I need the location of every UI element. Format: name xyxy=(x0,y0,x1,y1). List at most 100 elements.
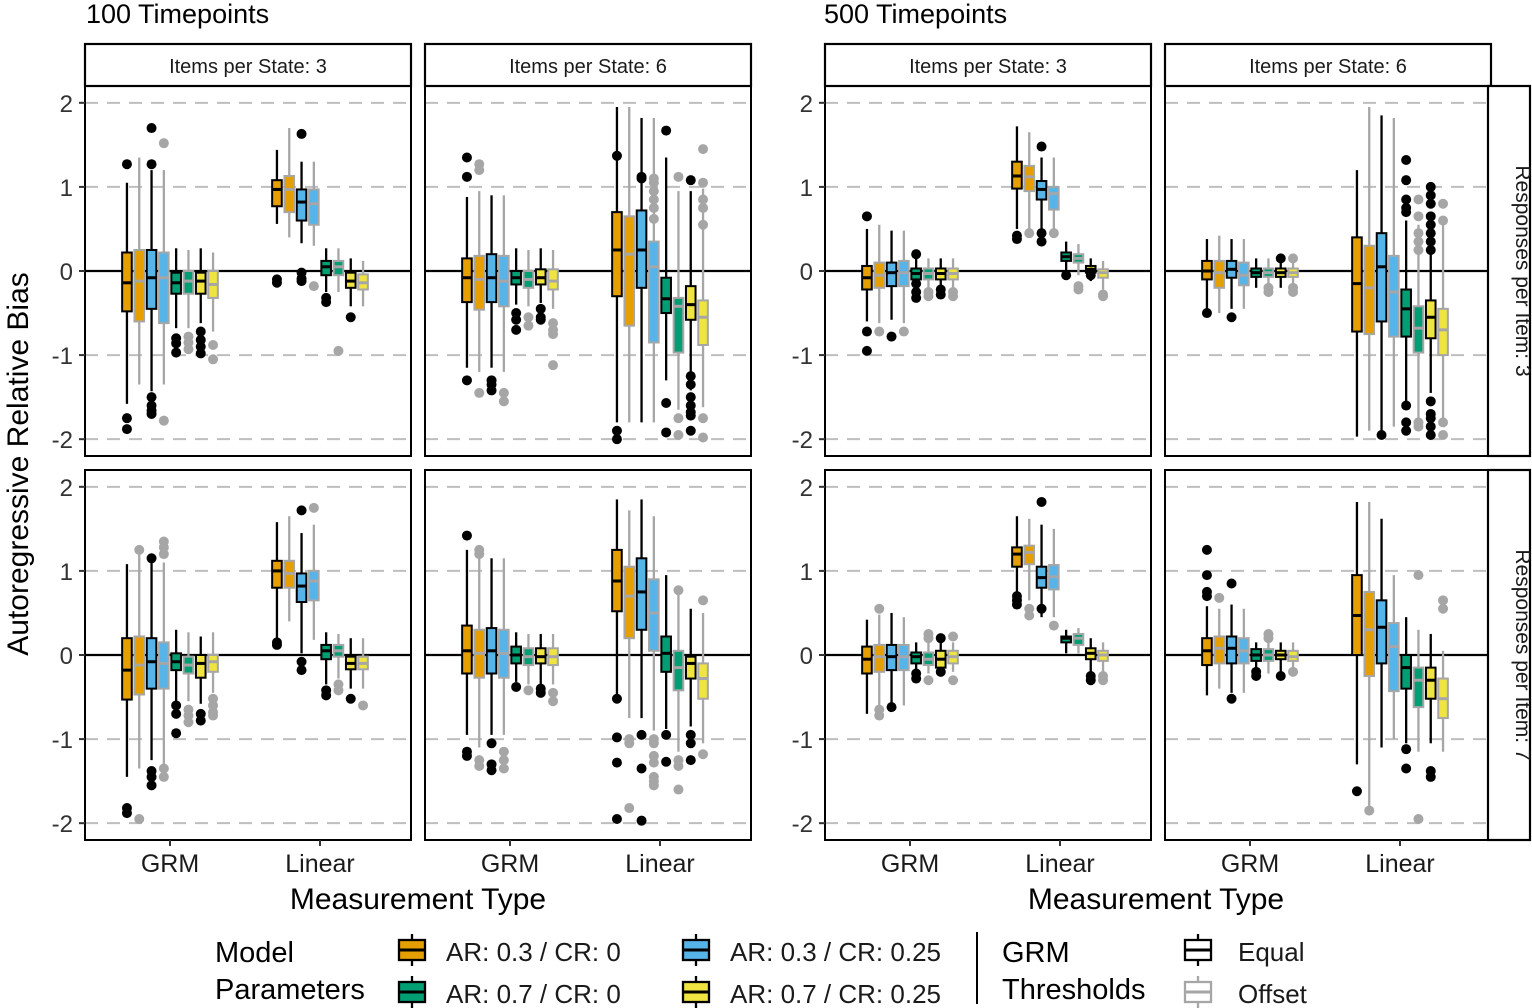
x-axis-label-left: Measurement Type xyxy=(290,883,546,916)
box-linear-ar03_cr0-offset xyxy=(623,107,636,423)
box-grm-ar03_cr025-equal xyxy=(145,123,158,419)
outlier-point xyxy=(146,771,157,782)
box-iqr xyxy=(271,179,283,208)
box-iqr xyxy=(145,248,158,310)
box-grm-ar03_cr025-equal xyxy=(485,558,498,776)
box-iqr xyxy=(1400,288,1412,338)
outlier-point xyxy=(648,738,659,749)
outlier-point xyxy=(685,755,696,766)
outlier-point xyxy=(923,291,934,302)
outlier-point xyxy=(498,396,509,407)
box-linear-ar03_cr025-offset xyxy=(1388,117,1400,427)
outlier-point xyxy=(195,348,206,359)
box-linear-ar07_cr0-offset xyxy=(672,171,685,440)
outlier-point xyxy=(345,693,356,704)
outlier-point xyxy=(611,150,622,161)
outlier-point xyxy=(636,815,647,826)
outlier-point xyxy=(171,347,182,358)
outlier-point xyxy=(134,544,145,555)
box-grm-ar07_cr0-offset xyxy=(182,632,195,728)
box-grm-ar07_cr025-offset xyxy=(947,258,959,302)
box-linear-ar03_cr0-equal xyxy=(611,499,623,824)
box-iqr xyxy=(611,211,623,298)
box-grm-ar07_cr025-equal xyxy=(934,258,947,300)
outlier-point xyxy=(1226,578,1237,589)
box-linear-ar03_cr0-equal xyxy=(1351,170,1363,437)
outlier-point xyxy=(158,138,169,149)
legend-model-title: Parameters xyxy=(215,974,365,1006)
outlier-point xyxy=(685,371,696,382)
row-strip-1: Responses per Item: 7 xyxy=(1486,468,1532,842)
box-grm-ar07_cr0-equal xyxy=(170,629,182,739)
x-tick-label: Linear xyxy=(285,850,355,878)
box-linear-ar07_cr0-equal xyxy=(1400,617,1412,774)
box-linear-ar07_cr0-equal xyxy=(1060,629,1072,654)
outlier-point xyxy=(685,729,696,740)
box-grm-ar03_cr0-equal xyxy=(1201,544,1213,696)
box-iqr xyxy=(1412,666,1425,709)
box-iqr xyxy=(473,254,486,311)
column-strip-label: Items per State: 3 xyxy=(169,56,327,78)
box-grm-ar03_cr0-offset xyxy=(133,544,146,824)
y-tick-label: 2 xyxy=(60,475,73,502)
box-grm-ar07_cr025-offset xyxy=(1287,642,1299,677)
outlier-point xyxy=(685,392,696,403)
outlier-point xyxy=(1438,603,1449,614)
outlier-point xyxy=(208,354,219,365)
outlier-point xyxy=(486,385,497,396)
outlier-point xyxy=(146,392,157,403)
outlier-point xyxy=(698,595,709,606)
box-iqr xyxy=(1424,299,1437,340)
outlier-point xyxy=(648,173,659,184)
outlier-point xyxy=(146,159,157,170)
box-grm-ar07_cr0-equal xyxy=(910,642,922,684)
box-iqr xyxy=(271,559,283,589)
outlier-point xyxy=(1036,603,1047,614)
box-grm-ar03_cr025-equal xyxy=(485,195,498,396)
outlier-point xyxy=(1413,194,1424,205)
box-grm-ar03_cr0-equal xyxy=(461,530,473,761)
box-iqr xyxy=(1437,307,1449,357)
outlier-point xyxy=(474,544,485,555)
x-tick-label: Linear xyxy=(1025,850,1095,878)
outlier-point xyxy=(1275,671,1286,682)
outlier-point xyxy=(611,425,622,436)
outlier-point xyxy=(698,432,709,443)
outlier-point xyxy=(171,728,182,739)
box-linear-ar07_cr0-equal xyxy=(1060,241,1072,281)
outlier-point xyxy=(498,746,509,757)
box-grm-ar07_cr0-offset xyxy=(922,628,935,686)
legend-label-ar07_cr0: AR: 0.7 / CR: 0 xyxy=(446,979,621,1008)
box-iqr xyxy=(1363,244,1376,336)
outlier-point xyxy=(874,710,885,721)
outlier-point xyxy=(1376,429,1387,440)
box-iqr xyxy=(194,654,207,679)
y-tick-label: -1 xyxy=(52,343,73,370)
column-strip-label: Items per State: 6 xyxy=(509,56,667,78)
box-iqr xyxy=(1213,259,1226,289)
outlier-point xyxy=(923,675,934,686)
x-tick-label: Linear xyxy=(1365,850,1435,878)
legend-key-ar07_cr0 xyxy=(397,976,427,1008)
box-grm-ar03_cr0-offset xyxy=(133,157,146,385)
panel-tp1-items0-row1: 2 1 0 -1 -2 GRM Linear xyxy=(792,469,1152,878)
outlier-point xyxy=(636,171,647,182)
box-iqr xyxy=(623,215,636,327)
outlier-point xyxy=(271,277,282,288)
outlier-point xyxy=(1288,287,1299,298)
outlier-point xyxy=(624,803,635,814)
box-grm-ar03_cr025-offset xyxy=(898,617,910,706)
outlier-point xyxy=(1036,141,1047,152)
box-iqr xyxy=(648,240,660,344)
box-iqr xyxy=(672,296,685,354)
box-linear-ar03_cr025-offset xyxy=(308,502,320,640)
panel-tp0-items1-row0: Items per State: 6 xyxy=(423,42,753,457)
outlier-point xyxy=(886,702,897,713)
box-linear-ar07_cr0-offset xyxy=(1412,194,1425,432)
outlier-point xyxy=(1048,228,1059,239)
title-500-timepoints: 500 Timepoints xyxy=(824,0,1007,29)
row-strip xyxy=(1486,468,1532,842)
box-grm-ar03_cr025-offset xyxy=(898,230,910,337)
box-linear-ar03_cr0-equal xyxy=(271,522,283,650)
legend: Model Parameters AR: 0.3 / CR: 0 AR: 0.3 / … xyxy=(215,932,1308,1008)
